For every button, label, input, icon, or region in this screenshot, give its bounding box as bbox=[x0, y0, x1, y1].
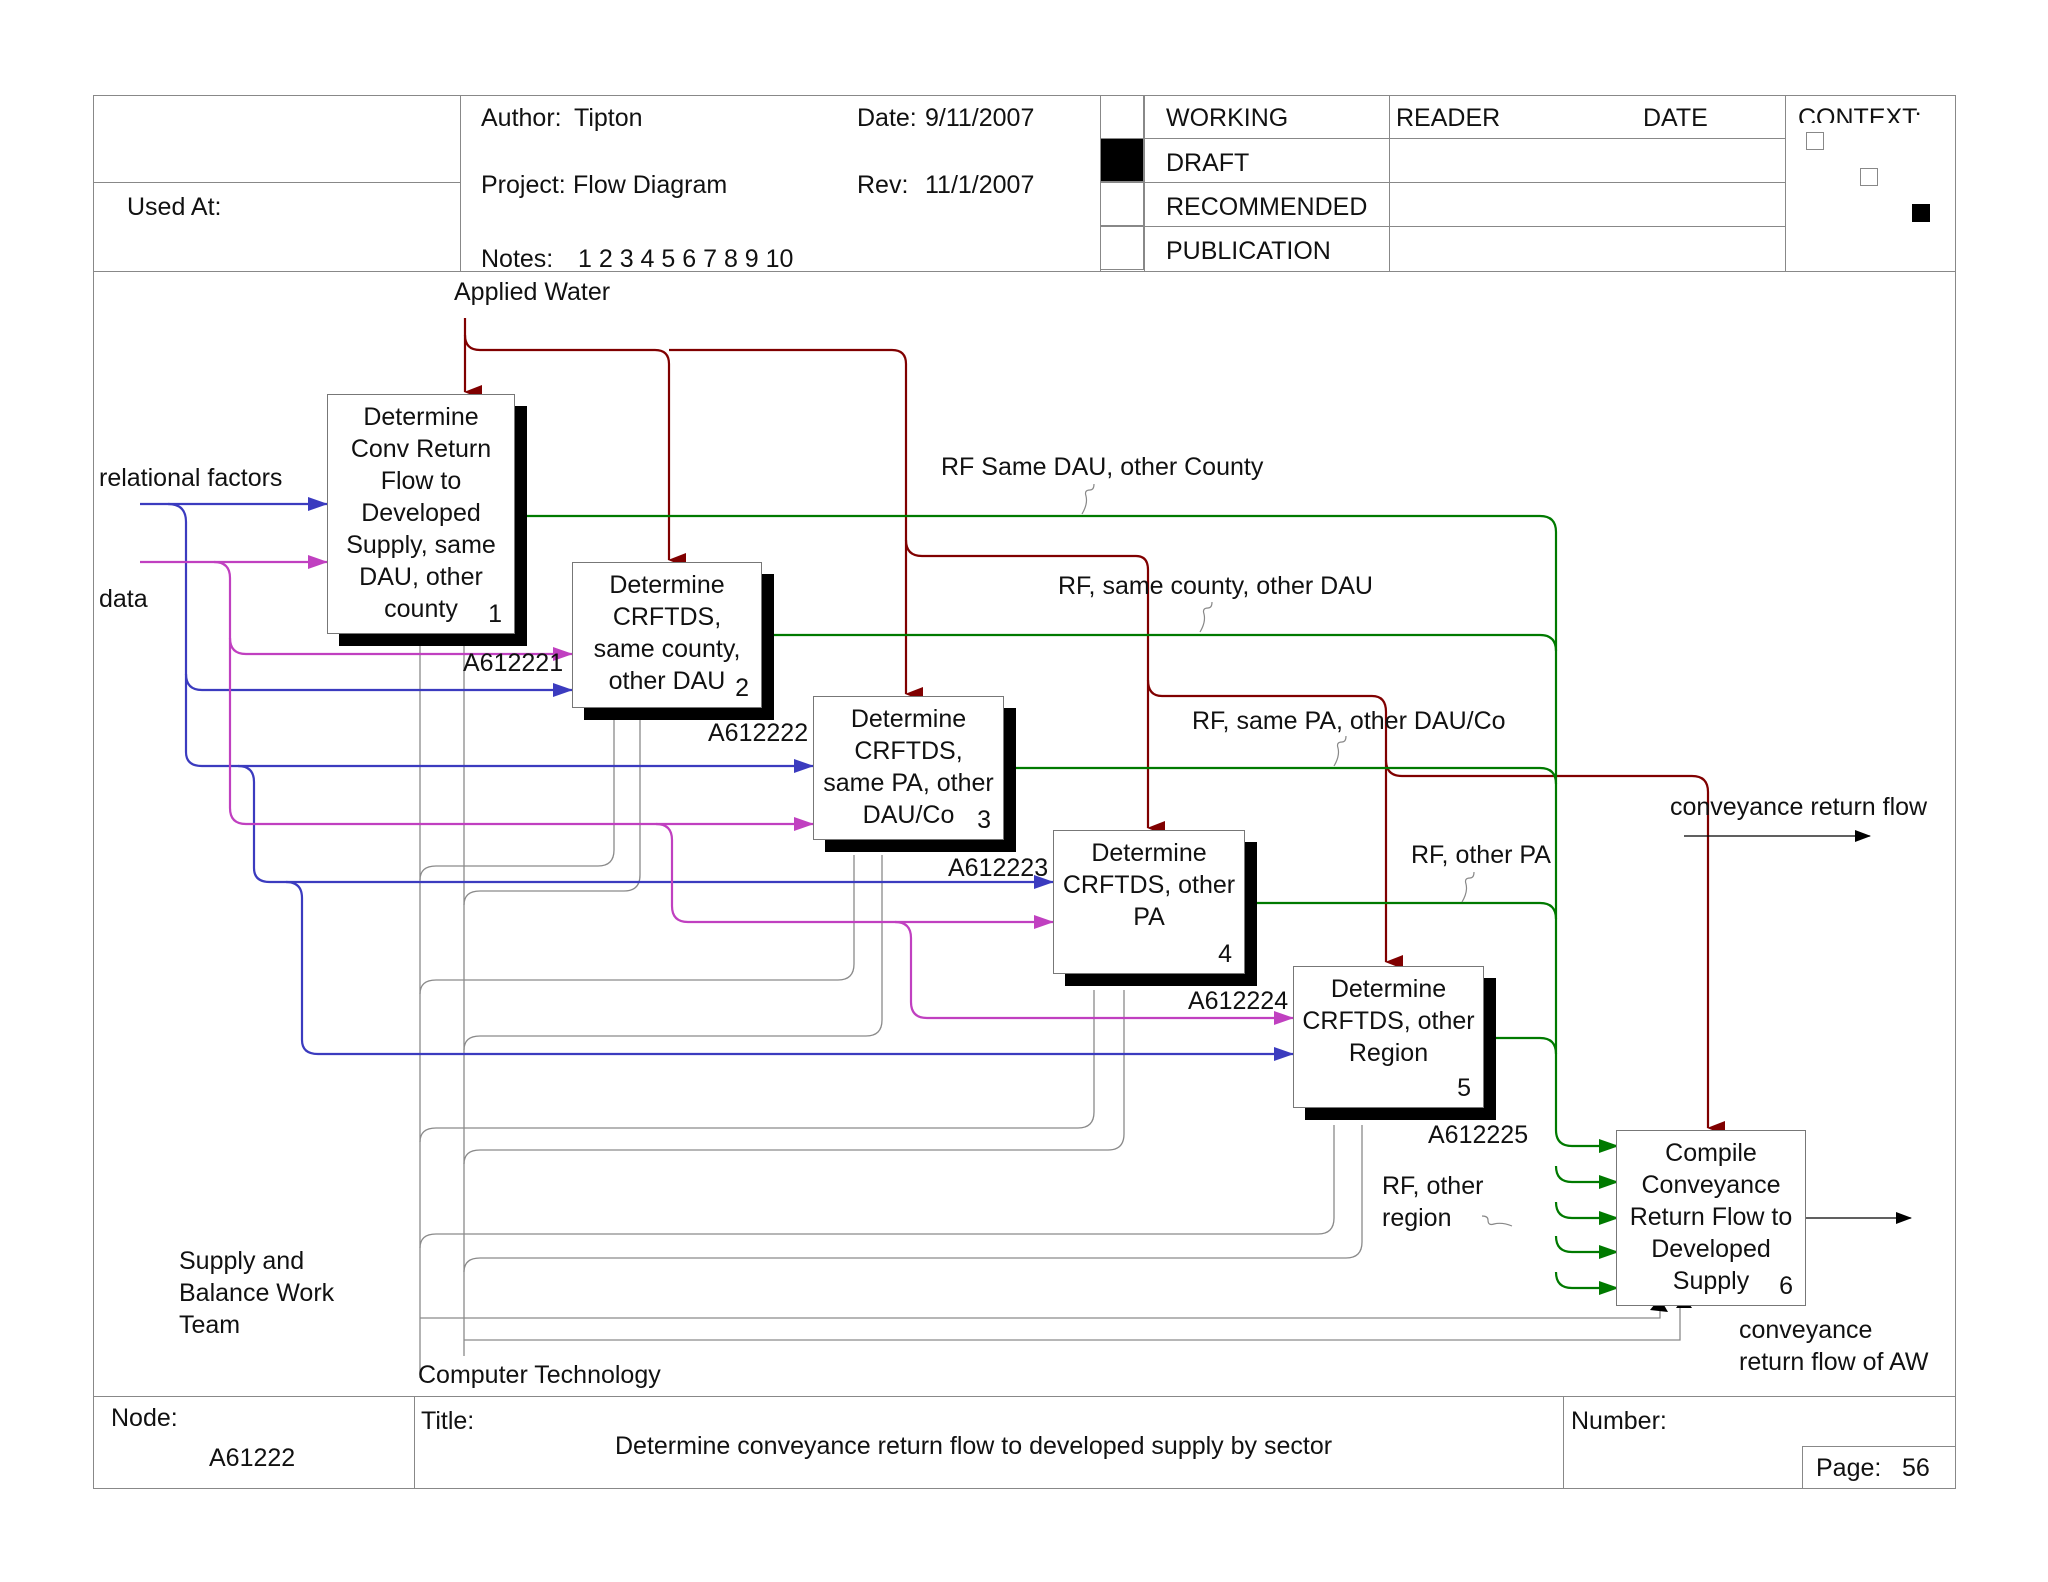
header-bottom-rule bbox=[93, 271, 1956, 272]
rf-same-county-other-dau-label: RF, same county, other DAU bbox=[1058, 572, 1373, 600]
reader-label: READER bbox=[1396, 104, 1501, 132]
activity-box-1[interactable]: Determine Conv Return Flow to Developed … bbox=[327, 394, 515, 634]
header-divider-4 bbox=[1389, 95, 1390, 271]
status-rule-2 bbox=[1100, 182, 1785, 183]
page-box bbox=[1802, 1446, 1956, 1489]
computer-technology-label: Computer Technology bbox=[418, 1361, 661, 1389]
applied-water-lines bbox=[463, 318, 1725, 1135]
node-id-4: A612224 bbox=[1188, 987, 1289, 1015]
activity-box-5-label: Determine CRFTDS, other Region bbox=[1302, 975, 1475, 1067]
context-label: CONTEXT: bbox=[1798, 104, 1922, 123]
activity-box-3-number: 3 bbox=[977, 806, 991, 834]
status-draft-box[interactable] bbox=[1100, 138, 1144, 182]
rev-label: Rev: bbox=[857, 171, 909, 199]
status-recommended-box[interactable] bbox=[1100, 182, 1144, 226]
header-divider-3 bbox=[1144, 95, 1145, 271]
author-label: Author: bbox=[481, 104, 562, 132]
relational-factors-label: relational factors bbox=[99, 464, 283, 492]
node-id-3: A612223 bbox=[948, 854, 1049, 882]
rf-same-dau-other-county-label: RF Same DAU, other County bbox=[941, 453, 1264, 481]
context-box-2 bbox=[1860, 168, 1878, 186]
label-squiggles bbox=[1081, 483, 1513, 1227]
conveyance-return-flow-label: conveyance return flow bbox=[1670, 793, 1928, 821]
header-divider-1 bbox=[460, 95, 461, 271]
node-label: Node: bbox=[111, 1404, 178, 1432]
rev-value: 11/1/2007 bbox=[925, 171, 1035, 199]
page-label: Page: bbox=[1816, 1454, 1882, 1482]
status-working-label: WORKING bbox=[1166, 104, 1289, 132]
used-at-label: Used At: bbox=[127, 193, 222, 221]
footer-top-rule bbox=[93, 1396, 1956, 1397]
footer-divider-2 bbox=[1563, 1396, 1564, 1489]
page-value: 56 bbox=[1902, 1454, 1930, 1482]
status-rule-1 bbox=[1100, 138, 1785, 139]
notes-value: 1 2 3 4 5 6 7 8 9 10 bbox=[578, 245, 794, 273]
status-draft-label: DRAFT bbox=[1166, 149, 1250, 177]
activity-box-1-label: Determine Conv Return Flow to Developed … bbox=[346, 403, 496, 623]
author-value: Tipton bbox=[574, 104, 643, 132]
activity-box-5[interactable]: Determine CRFTDS, other Region 5 bbox=[1293, 966, 1484, 1108]
reader-date-label: DATE bbox=[1643, 104, 1708, 132]
activity-box-3-label: Determine CRFTDS, same PA, other DAU/Co bbox=[823, 705, 994, 829]
notes-label: Notes: bbox=[481, 245, 554, 273]
activity-box-6-label: Compile Conveyance Return Flow to Develo… bbox=[1629, 1139, 1793, 1295]
node-id-5: A612225 bbox=[1428, 1121, 1529, 1149]
supply-balance-team-label: Supply and Balance Work Team bbox=[179, 1247, 335, 1339]
header-divider-5 bbox=[1785, 95, 1786, 271]
activity-box-4[interactable]: Determine CRFTDS, other PA 4 bbox=[1053, 830, 1245, 974]
status-recommended-label: RECOMMENDED bbox=[1166, 193, 1368, 221]
activity-box-2-number: 2 bbox=[735, 674, 749, 702]
status-rule-3 bbox=[1100, 226, 1785, 227]
relational-factor-lines bbox=[140, 497, 1294, 1061]
project-value: Flow Diagram bbox=[573, 171, 728, 199]
activity-box-5-number: 5 bbox=[1457, 1074, 1471, 1102]
output-lines bbox=[515, 514, 1619, 1295]
node-id-1: A612221 bbox=[463, 649, 564, 677]
rf-other-region-label: RF, other region bbox=[1382, 1172, 1484, 1232]
activity-box-6[interactable]: Compile Conveyance Return Flow to Develo… bbox=[1616, 1130, 1806, 1306]
diagram-title: Determine conveyance return flow to deve… bbox=[615, 1432, 1333, 1460]
activity-box-6-number: 6 bbox=[1779, 1272, 1793, 1300]
title-label: Title: bbox=[421, 1407, 475, 1435]
status-publication-box[interactable] bbox=[1100, 226, 1144, 270]
used-at-rule bbox=[93, 182, 460, 183]
activity-box-3[interactable]: Determine CRFTDS, same PA, other DAU/Co … bbox=[813, 696, 1004, 840]
activity-box-2-label: Determine CRFTDS, same county, other DAU bbox=[593, 571, 741, 695]
activity-box-4-label: Determine CRFTDS, other PA bbox=[1062, 839, 1236, 931]
footer-divider-1 bbox=[414, 1396, 415, 1489]
rf-other-pa-label: RF, other PA bbox=[1411, 841, 1551, 869]
date-value: 9/11/2007 bbox=[925, 104, 1035, 132]
data-label: data bbox=[99, 585, 148, 613]
activity-box-2[interactable]: Determine CRFTDS, same county, other DAU… bbox=[572, 562, 762, 708]
context-box-1 bbox=[1806, 132, 1824, 150]
date-label: Date: bbox=[857, 104, 917, 132]
activity-box-1-number: 1 bbox=[488, 600, 502, 628]
context-box-3 bbox=[1912, 204, 1930, 222]
conveyance-return-flow-aw-label: conveyance return flow of AW bbox=[1739, 1316, 1929, 1376]
number-label: Number: bbox=[1571, 1407, 1667, 1435]
activity-box-4-number: 4 bbox=[1218, 940, 1232, 968]
project-label: Project: bbox=[481, 171, 566, 199]
status-publication-label: PUBLICATION bbox=[1166, 237, 1331, 265]
data-lines bbox=[140, 555, 1294, 1025]
node-id-2: A612222 bbox=[708, 719, 809, 747]
node-value: A61222 bbox=[209, 1444, 296, 1472]
sheet-border bbox=[93, 95, 1956, 1489]
mechanism-lines bbox=[419, 640, 1681, 1378]
rf-same-pa-other-dau-co-label: RF, same PA, other DAU/Co bbox=[1192, 707, 1506, 735]
applied-water-label: Applied Water bbox=[454, 278, 611, 306]
